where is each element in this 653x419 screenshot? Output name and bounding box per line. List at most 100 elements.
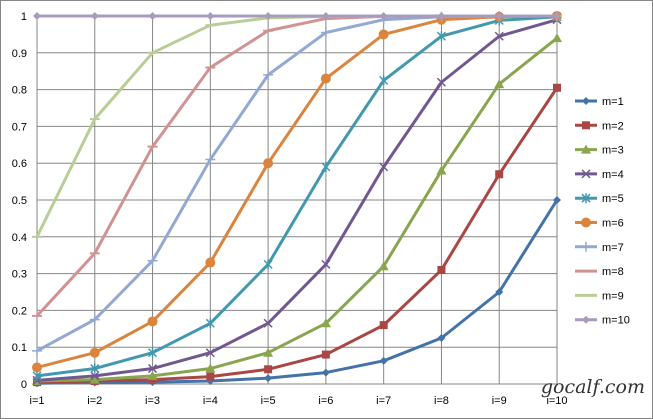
data-point-marker xyxy=(437,334,446,342)
data-point-marker xyxy=(90,363,100,374)
legend-entry: m=8 xyxy=(575,266,624,278)
x-tick-label: i=9 xyxy=(492,395,507,407)
series-m-10 xyxy=(33,12,561,20)
data-point-marker xyxy=(379,12,388,20)
x-tick-label: i=1 xyxy=(30,395,45,407)
legend-label: m=10 xyxy=(602,315,630,327)
data-point-marker xyxy=(89,374,100,384)
legend-entry: m=6 xyxy=(575,217,624,230)
data-point-marker xyxy=(437,265,446,274)
legend-label: m=2 xyxy=(602,120,624,132)
data-point-marker xyxy=(320,27,331,38)
data-point-marker xyxy=(264,365,273,374)
data-point-marker xyxy=(321,12,330,20)
legend-entry: m=10 xyxy=(575,315,630,327)
data-point-marker xyxy=(436,77,446,87)
data-point-marker xyxy=(495,288,504,296)
data-point-marker xyxy=(321,161,331,172)
data-point-marker xyxy=(90,371,100,381)
data-point-marker xyxy=(552,33,562,43)
data-point-marker xyxy=(495,12,504,20)
data-point-marker xyxy=(32,345,42,356)
data-point-marker xyxy=(379,321,388,330)
data-point-marker xyxy=(263,259,273,270)
legend-entry: m=3 xyxy=(575,144,624,157)
x-tick-label: i=5 xyxy=(261,395,276,407)
legend-label: m=9 xyxy=(602,290,624,302)
legend-label: m=7 xyxy=(602,242,624,254)
series-m-2 xyxy=(33,83,561,387)
legend-entry: m=2 xyxy=(575,120,624,132)
x-tick-label: i=4 xyxy=(203,395,218,407)
x-tick-label: i=8 xyxy=(434,395,449,407)
legend-label: m=5 xyxy=(602,193,624,205)
legend-label: m=1 xyxy=(602,96,624,108)
series-m-3 xyxy=(32,33,562,386)
x-tick-label: i=6 xyxy=(318,395,333,407)
y-axis-tick-labels: 0 0.1 0.2 0.3 0.4 0.5 0.6 0.7 0.8 0.9 1 xyxy=(12,11,27,391)
data-point-marker xyxy=(320,318,331,328)
series-line xyxy=(36,14,557,353)
y-tick-label: 0.1 xyxy=(12,342,27,354)
data-point-marker xyxy=(263,347,274,357)
series-m-1 xyxy=(33,196,561,388)
data-point-marker xyxy=(581,217,591,228)
data-point-marker xyxy=(320,73,331,84)
data-point-marker xyxy=(33,12,41,20)
data-point-marker xyxy=(148,364,158,374)
data-point-marker xyxy=(263,318,273,328)
legend: m=1 m=2 m=3 m=4 m=5 m=6 m=7 m=8 m=9 m=10 xyxy=(575,96,630,327)
data-point-marker xyxy=(205,318,215,329)
data-point-marker xyxy=(582,97,590,105)
legend-label: m=6 xyxy=(602,218,624,230)
data-point-marker xyxy=(553,12,561,20)
y-tick-label: 1 xyxy=(21,11,27,23)
data-point-marker xyxy=(264,12,273,20)
data-point-marker xyxy=(147,316,158,327)
data-point-marker xyxy=(378,29,389,40)
data-point-marker xyxy=(321,350,330,359)
series-line xyxy=(36,18,558,382)
legend-entry: m=7 xyxy=(575,241,624,254)
y-tick-label: 0 xyxy=(21,379,27,391)
series-line xyxy=(35,14,557,317)
data-point-marker xyxy=(436,31,446,42)
y-tick-label: 0.9 xyxy=(12,48,27,60)
series-line xyxy=(36,199,559,385)
legend-label: m=4 xyxy=(602,169,624,181)
data-point-marker xyxy=(263,69,274,80)
data-point-marker xyxy=(205,154,216,165)
series-m-6 xyxy=(32,11,562,373)
data-point-marker xyxy=(90,12,99,20)
x-tick-label: i=10 xyxy=(546,395,567,407)
y-tick-label: 0.8 xyxy=(12,85,27,97)
gridlines xyxy=(36,15,558,385)
data-point-marker xyxy=(494,31,504,41)
data-point-marker xyxy=(206,12,215,20)
data-point-marker xyxy=(205,257,216,268)
series-m-8 xyxy=(32,14,562,317)
data-point-marker xyxy=(436,165,447,175)
y-tick-label: 0.3 xyxy=(12,269,27,281)
x-tick-label: i=3 xyxy=(145,395,160,407)
data-point-marker xyxy=(437,12,446,20)
data-point-marker xyxy=(321,368,330,377)
series-line xyxy=(36,86,559,384)
data-point-marker xyxy=(581,193,591,204)
x-tick-label: i=7 xyxy=(376,395,391,407)
legend-entry: m=9 xyxy=(575,290,624,302)
data-point-marker xyxy=(582,315,590,324)
data-point-marker xyxy=(205,348,215,358)
x-axis-tick-labels: i=1 i=2 i=3 i=4 i=5 i=6 i=7 i=8 i=9 i=10 xyxy=(30,395,568,407)
data-point-marker xyxy=(553,196,561,204)
legend-entry: m=1 xyxy=(575,96,624,108)
data-point-marker xyxy=(495,170,504,179)
legend-label: m=8 xyxy=(602,266,624,278)
data-point-marker xyxy=(321,259,331,269)
data-point-marker xyxy=(379,75,389,86)
data-point-marker xyxy=(148,12,157,20)
data-point-marker xyxy=(379,356,388,365)
data-point-marker xyxy=(148,347,158,358)
